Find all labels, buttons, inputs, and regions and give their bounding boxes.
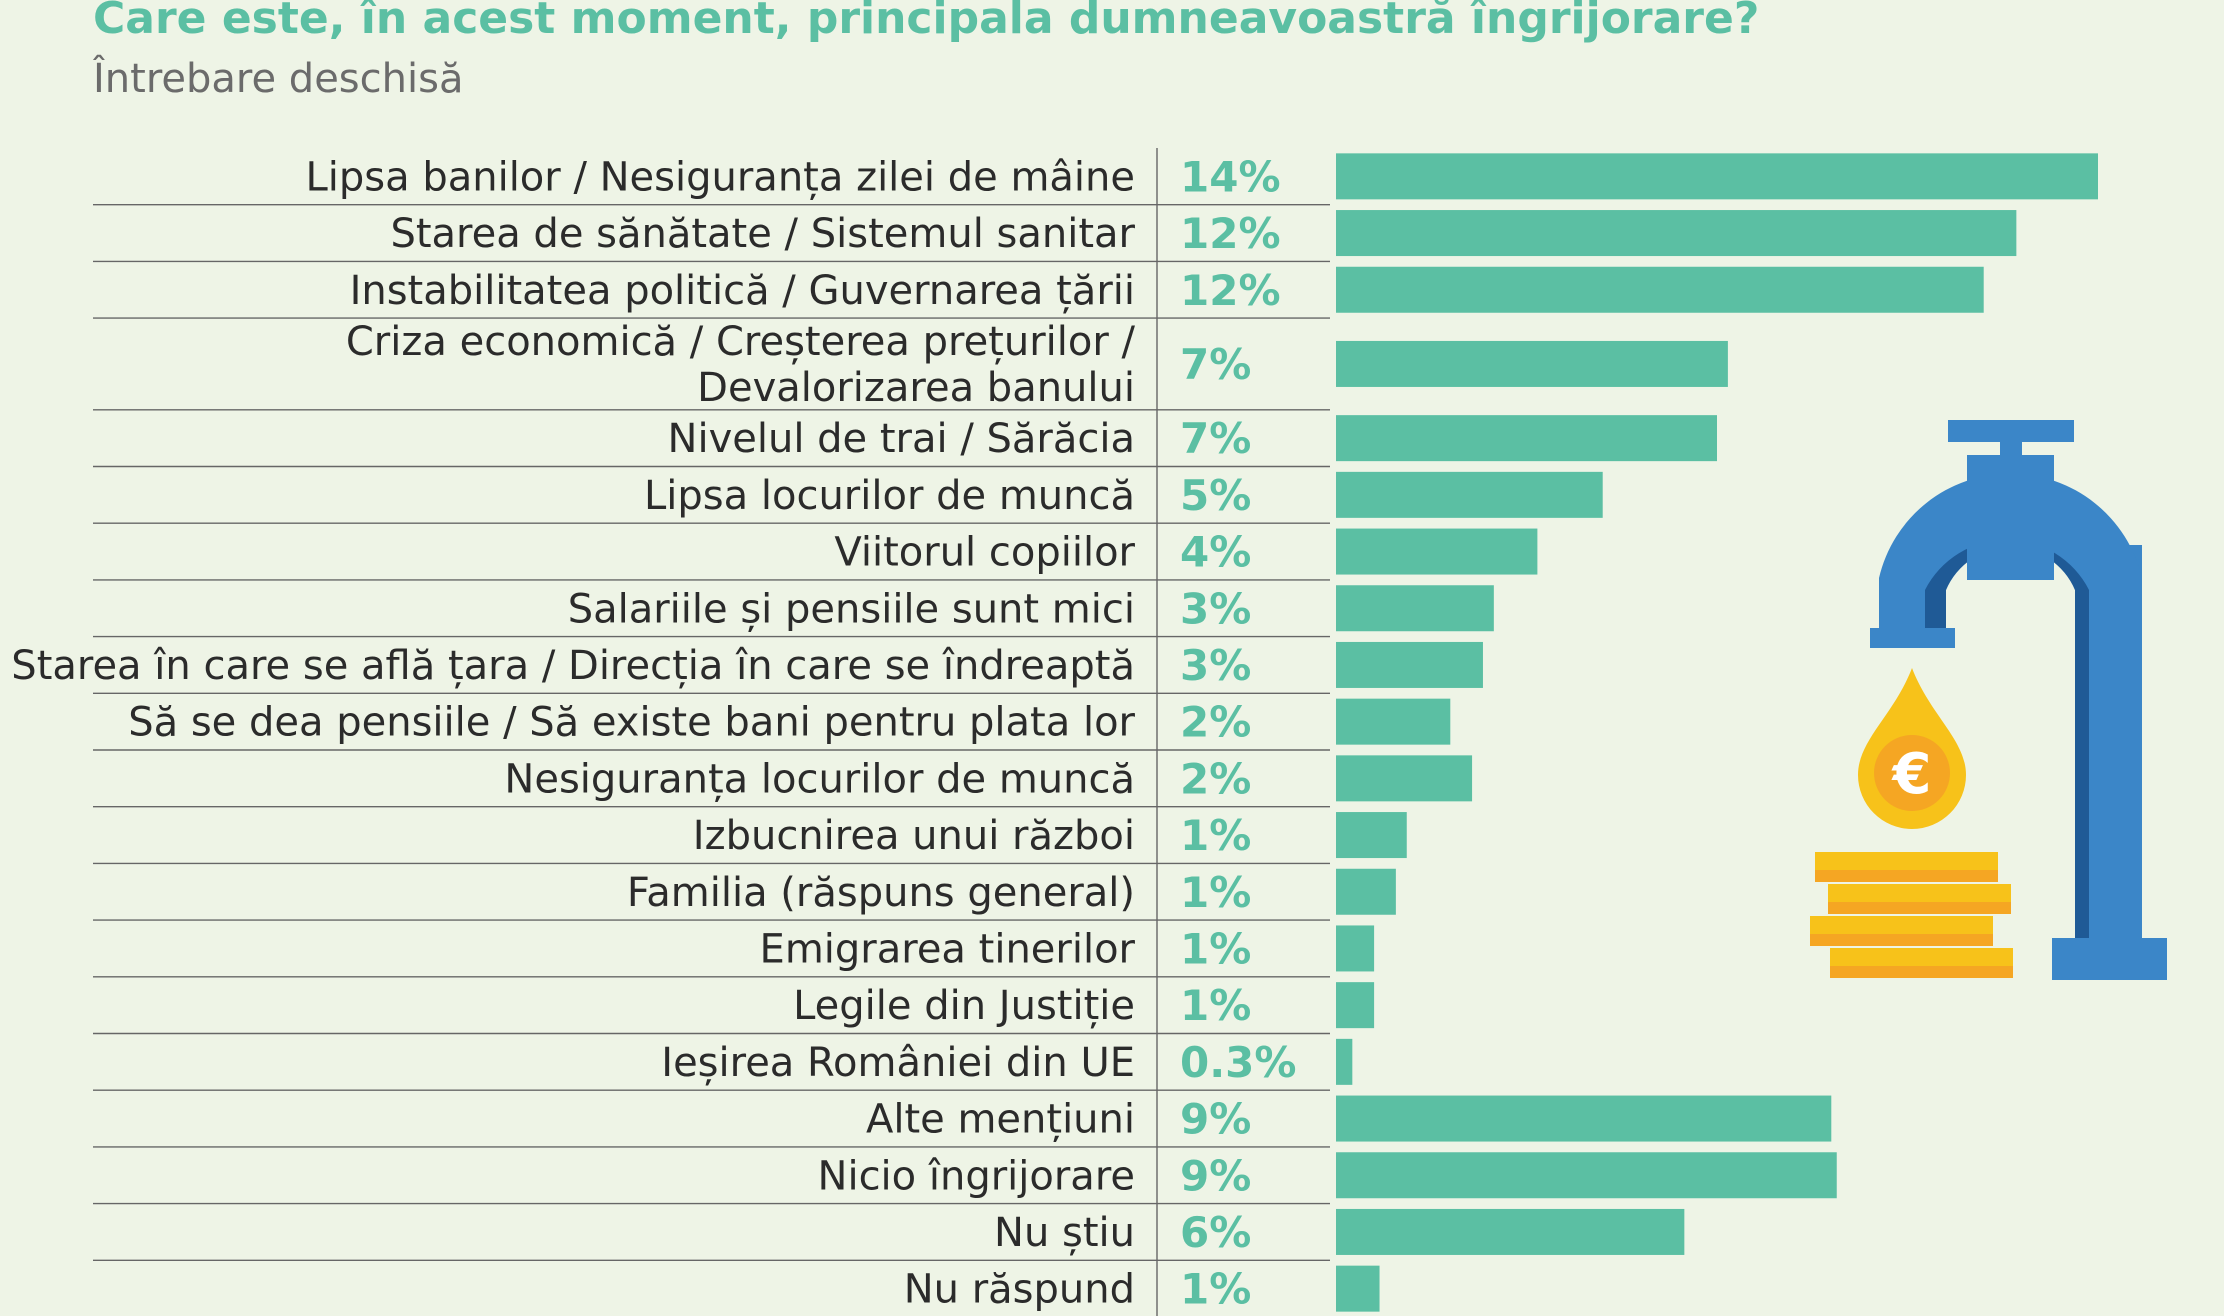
bar: [1336, 266, 1984, 313]
value-label: 5%: [1180, 471, 1251, 520]
bar: [1336, 1152, 1837, 1199]
value-label: 6%: [1180, 1208, 1251, 1257]
value-label: 9%: [1180, 1151, 1251, 1200]
category-label: Starea de sănătate / Sistemul sanitar: [390, 211, 1135, 257]
bar: [1336, 210, 2017, 257]
value-label: 7%: [1180, 340, 1251, 389]
coin-stack-icon: [1810, 852, 2013, 978]
value-label: 12%: [1180, 266, 1281, 315]
category-label: Legile din Justiție: [793, 983, 1135, 1029]
category-label: Familia (răspuns general): [627, 870, 1135, 916]
category-label: Alte mențiuni: [866, 1097, 1135, 1143]
value-label: 1%: [1180, 1265, 1251, 1314]
bar: [1336, 1095, 1832, 1142]
category-label: Nu răspund: [904, 1267, 1135, 1313]
bar: [1336, 698, 1451, 745]
bar: [1336, 925, 1375, 972]
category-label: Salariile și pensiile sunt mici: [568, 586, 1135, 632]
value-label: 12%: [1180, 209, 1281, 258]
value-label: 2%: [1180, 754, 1251, 803]
category-label: Criza economică / Creșterea prețurilor /…: [346, 319, 1136, 411]
category-label: Izbucnirea unui război: [693, 813, 1135, 859]
value-label: 0.3%: [1180, 1038, 1296, 1087]
value-label: 1%: [1180, 868, 1251, 917]
bar: [1336, 755, 1473, 802]
bar: [1336, 641, 1483, 688]
value-label: 1%: [1180, 924, 1251, 973]
value-label: 3%: [1180, 584, 1251, 633]
bar: [1336, 340, 1728, 387]
category-label: Nesiguranța locurilor de muncă: [504, 756, 1135, 802]
bar: [1336, 415, 1717, 462]
bar: [1336, 153, 2098, 200]
value-label: 7%: [1180, 414, 1251, 463]
value-label: 1%: [1180, 811, 1251, 860]
bar: [1336, 868, 1396, 915]
category-label: Starea în care se află țara / Direcția î…: [11, 643, 1135, 689]
bar: [1336, 528, 1538, 575]
category-label: Să se dea pensiile / Să existe bani pent…: [128, 700, 1135, 746]
bar: [1336, 812, 1407, 859]
value-label: 2%: [1180, 698, 1251, 747]
category-label: Nivelul de trai / Sărăcia: [668, 416, 1135, 462]
category-label: Ieșirea României din UE: [661, 1040, 1135, 1086]
category-label: Viitorul copiilor: [834, 530, 1135, 576]
bar: [1336, 1038, 1353, 1085]
chart-rows: Lipsa banilor / Nesiguranța zilei de mâi…: [11, 152, 2098, 1314]
value-label: 1%: [1180, 981, 1251, 1030]
bar: [1336, 1208, 1685, 1255]
category-label: Lipsa banilor / Nesiguranța zilei de mâi…: [305, 154, 1135, 200]
value-label: 3%: [1180, 641, 1251, 690]
chart-subtitle: Întrebare deschisă: [92, 54, 463, 102]
bar: [1336, 1265, 1380, 1312]
bar: [1336, 982, 1375, 1029]
category-label: Lipsa locurilor de muncă: [644, 473, 1135, 519]
category-label: Emigrarea tinerilor: [760, 926, 1136, 972]
value-label: 9%: [1180, 1095, 1251, 1144]
value-label: 4%: [1180, 528, 1251, 577]
category-label: Instabilitatea politică / Guvernarea țăr…: [350, 268, 1135, 314]
chart-title: Care este, în acest moment, principala d…: [93, 0, 1759, 44]
value-label: 14%: [1180, 152, 1281, 201]
category-label: Nicio îngrijorare: [818, 1153, 1135, 1199]
bar: [1336, 585, 1494, 632]
water-tap-euro-coins-icon: €: [1810, 420, 2167, 980]
category-label: Nu știu: [994, 1210, 1135, 1256]
euro-symbol: €: [1891, 742, 1932, 807]
bar: [1336, 471, 1603, 518]
tap-handle-icon: [1948, 420, 2074, 442]
